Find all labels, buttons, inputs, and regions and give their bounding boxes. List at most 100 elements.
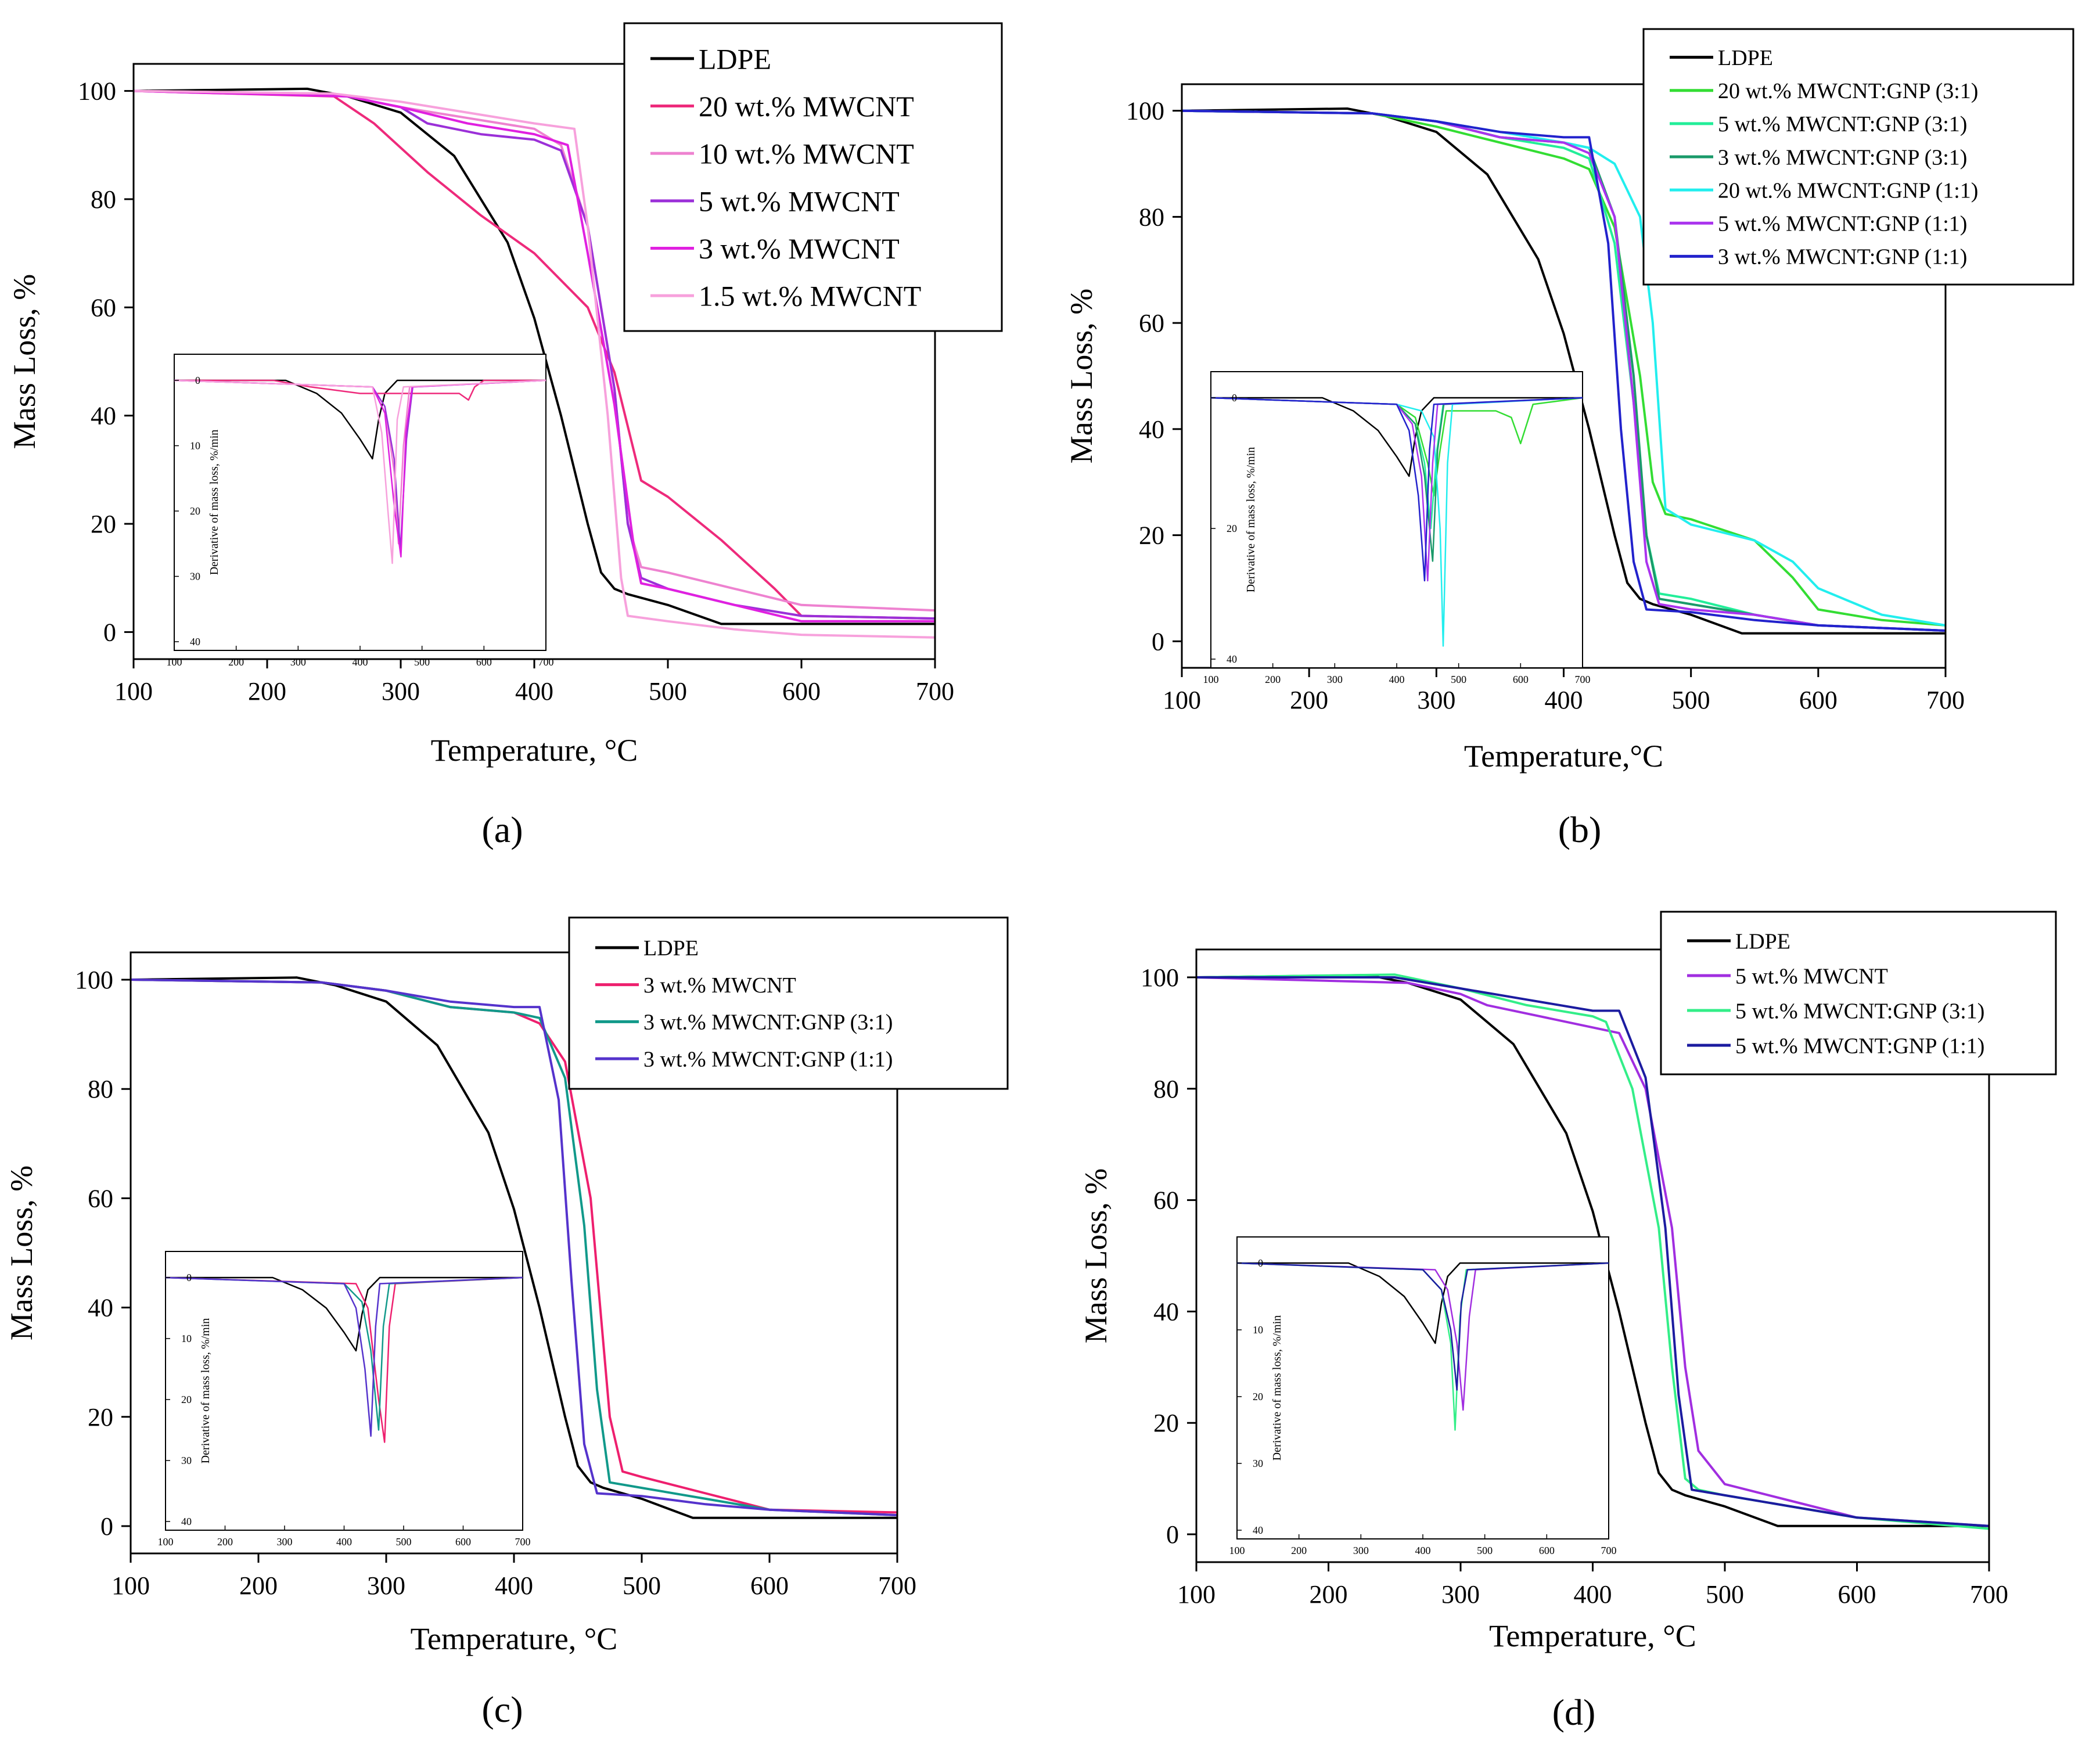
y-tick-label: 20 [91, 510, 116, 538]
series-line [133, 89, 935, 623]
x-tick-label: 500 [623, 1571, 661, 1600]
inset-chart: 100 200 300 400 500 600 700 0 10 20 30 40 Derivative… [1229, 1236, 1617, 1556]
series-line [1196, 974, 1989, 1527]
x-tick-label: 300 [367, 1571, 405, 1600]
inset-x-tick-label: 200 [228, 656, 244, 668]
inset-x-tick-label: 700 [515, 1536, 531, 1548]
inset-x-tick-label: 600 [455, 1536, 471, 1548]
inset-y-tick-label: 20 [1253, 1391, 1263, 1402]
inset-x-tick-label: 300 [290, 656, 306, 668]
y-tick-label: 80 [91, 185, 116, 214]
inset-x-tick-label: 500 [1477, 1545, 1493, 1556]
x-axis-label: Temperature, °C [411, 1621, 618, 1656]
inset-series-line [1236, 1262, 1609, 1391]
inset-x-tick-label: 200 [1291, 1545, 1307, 1556]
inset-series-line [166, 1276, 523, 1352]
legend-label: 5 wt.% MWCNT:GNP (1:1) [1735, 1034, 1984, 1058]
inset-series-line [1210, 397, 1583, 497]
series-group [133, 87, 936, 639]
inset-x-tick-label: 600 [1539, 1545, 1555, 1556]
inset-x-tick-label: 700 [1601, 1545, 1617, 1556]
y-tick-label: 60 [1153, 1186, 1179, 1215]
legend-label: 5 wt.% MWCNT [699, 185, 900, 217]
y-axis-label: Mass Loss, % [1064, 289, 1099, 464]
legend-label: 20 wt.% MWCNT:GNP (1:1) [1718, 178, 1978, 203]
inset-y-tick-label: 30 [181, 1455, 192, 1466]
inset-y-tick-label: 20 [181, 1394, 192, 1405]
x-tick-label: 200 [1290, 686, 1328, 714]
legend: LDPE 20 wt.% MWCNT 10 wt.% MWCNT 5 wt.% MWC… [623, 22, 1003, 332]
legend: LDPE 3 wt.% MWCNT 3 wt.% MWCNT:GNP (3:1) 3 … [568, 916, 1009, 1090]
legend-label: LDPE [699, 42, 771, 75]
inset-y-tick-label: 10 [1253, 1324, 1263, 1336]
series-line [133, 87, 935, 625]
inset-y-axis-label: Derivative of mass loss, %/min [199, 1318, 212, 1464]
legend-frame [1642, 28, 2074, 286]
inset-x-tick-label: 100 [158, 1536, 174, 1548]
x-tick-label: 100 [112, 1571, 150, 1600]
panel-label: (d) [1552, 1692, 1596, 1733]
legend: LDPE 5 wt.% MWCNT 5 wt.% MWCNT:GNP (3:1) 5 … [1660, 911, 2057, 1075]
y-tick-label: 60 [91, 293, 116, 322]
legend: LDPE 20 wt.% MWCNT:GNP (3:1) 5 wt.% MWCNT:… [1642, 28, 2074, 286]
y-tick-label: 80 [1139, 203, 1164, 231]
legend-label: 5 wt.% MWCNT:GNP (1:1) [1718, 212, 1967, 236]
inset-y-tick-label: 10 [190, 440, 200, 452]
y-axis-label: Mass Loss, % [4, 1166, 39, 1341]
inset-x-tick-label: 100 [167, 656, 182, 668]
legend-label: 20 wt.% MWCNT:GNP (3:1) [1718, 79, 1978, 103]
inset-x-tick-label: 400 [353, 656, 368, 668]
x-tick-label: 600 [1799, 686, 1838, 714]
y-tick-label: 20 [1139, 521, 1164, 550]
panel-label: (a) [481, 809, 523, 850]
legend-label: 3 wt.% MWCNT:GNP (1:1) [643, 1047, 893, 1071]
series-line [1181, 107, 1946, 635]
legend-frame [568, 916, 1009, 1090]
series-line [1196, 976, 1990, 1527]
inset-x-tick-label: 200 [1265, 674, 1281, 685]
inset-y-axis-label: Derivative of mass loss, %/min [1245, 447, 1257, 593]
inset-y-tick-label: 20 [190, 505, 200, 517]
x-tick-label: 500 [1706, 1580, 1744, 1609]
inset-series-line [1210, 397, 1583, 647]
x-tick-label: 400 [515, 677, 553, 706]
y-tick-label: 0 [100, 1512, 113, 1541]
series-group [1181, 107, 1946, 635]
y-axis-label: Mass Loss, % [1078, 1168, 1113, 1344]
inset-chart: 100 200 300 400 500 600 700 0 10 20 30 40 Derivative… [167, 354, 554, 668]
inset-y-tick-label: 30 [1253, 1458, 1263, 1469]
inset-x-tick-label: 400 [1415, 1545, 1431, 1556]
inset-x-tick-label: 700 [1575, 674, 1591, 685]
legend-label: 5 wt.% MWCNT [1735, 964, 1888, 988]
legend-label: 3 wt.% MWCNT:GNP (1:1) [1718, 245, 1967, 269]
series-group [1196, 973, 1990, 1530]
y-axis-label: Mass Loss, % [7, 274, 42, 449]
series-group [130, 976, 898, 1519]
inset-series-line [1211, 397, 1583, 477]
x-tick-label: 300 [1441, 1580, 1480, 1609]
legend-label: 3 wt.% MWCNT [643, 973, 796, 998]
x-tick-label: 100 [1163, 686, 1201, 714]
x-tick-label: 500 [649, 677, 687, 706]
x-tick-label: 100 [1177, 1580, 1216, 1609]
x-tick-label: 400 [1574, 1580, 1612, 1609]
legend-label: LDPE [643, 936, 699, 961]
inset-y-tick-label: 0 [1232, 392, 1237, 404]
x-tick-label: 200 [248, 677, 286, 706]
x-tick-label: 300 [382, 677, 420, 706]
inset-series-line [1236, 1262, 1609, 1411]
x-tick-label: 600 [750, 1571, 789, 1600]
legend-label: 10 wt.% MWCNT [699, 138, 914, 170]
x-tick-label: 700 [1970, 1580, 2008, 1609]
series-line [1196, 976, 1990, 1527]
inset-series-line [174, 379, 546, 460]
x-tick-label: 100 [114, 677, 153, 706]
panel-label: (b) [1558, 809, 1602, 850]
inset-frame [1210, 371, 1583, 668]
y-tick-label: 0 [103, 618, 116, 646]
inset-x-tick-label: 400 [336, 1536, 352, 1548]
inset-series-line [174, 379, 546, 564]
inset-x-tick-label: 500 [1451, 674, 1466, 685]
inset-x-tick-label: 200 [217, 1536, 233, 1548]
